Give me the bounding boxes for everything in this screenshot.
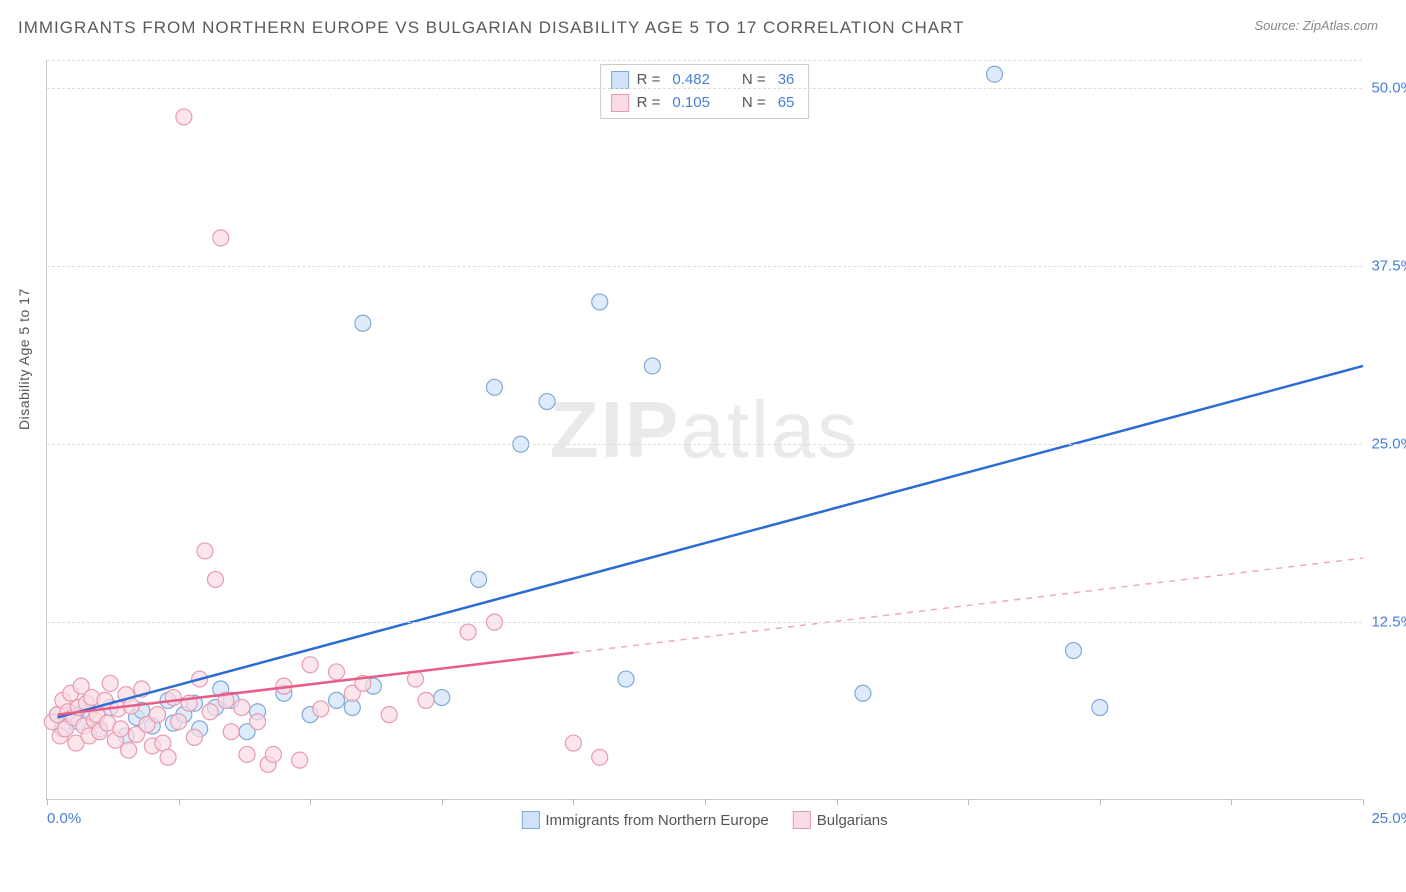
x-tick: [573, 799, 574, 805]
data-point: [855, 685, 871, 701]
chart-title: IMMIGRANTS FROM NORTHERN EUROPE VS BULGA…: [18, 18, 965, 38]
data-point: [592, 294, 608, 310]
data-point: [471, 571, 487, 587]
x-tick: [837, 799, 838, 805]
source-label: Source: ZipAtlas.com: [1254, 18, 1378, 33]
swatch-bulgarian-icon: [793, 811, 811, 829]
data-point: [186, 729, 202, 745]
swatch-bulgarian: [611, 94, 629, 112]
legend-item-northern: Immigrants from Northern Europe: [521, 811, 768, 829]
data-point: [355, 315, 371, 331]
swatch-northern-icon: [521, 811, 539, 829]
data-point: [539, 394, 555, 410]
data-point: [150, 707, 166, 723]
swatch-northern: [611, 71, 629, 89]
data-point: [592, 749, 608, 765]
data-point: [223, 724, 239, 740]
gridline: [47, 444, 1362, 445]
data-point: [160, 749, 176, 765]
data-point: [644, 358, 660, 374]
gridline: [47, 622, 1362, 623]
y-tick-label: 12.5%: [1371, 614, 1406, 631]
data-point: [171, 714, 187, 730]
n-label: N =: [742, 92, 766, 115]
data-point: [329, 664, 345, 680]
y-tick-label: 37.5%: [1371, 258, 1406, 275]
data-point: [165, 690, 181, 706]
data-point: [155, 735, 171, 751]
data-point: [618, 671, 634, 687]
scatter-plot: [47, 60, 1362, 799]
data-point: [302, 657, 318, 673]
r-value-bulgarian: 0.105: [672, 92, 710, 115]
chart-area: ZIPatlas R = 0.482 N = 36 R = 0.105 N = …: [46, 60, 1362, 800]
data-point: [202, 704, 218, 720]
data-point: [1065, 643, 1081, 659]
legend-series: Immigrants from Northern Europe Bulgaria…: [521, 811, 887, 829]
data-point: [313, 701, 329, 717]
y-axis-title: Disability Age 5 to 17: [16, 288, 32, 430]
r-label: R =: [637, 92, 661, 115]
y-tick-label: 50.0%: [1371, 80, 1406, 97]
y-tick-label: 25.0%: [1371, 436, 1406, 453]
x-tick: [310, 799, 311, 805]
legend-label-bulgarian: Bulgarians: [817, 812, 888, 829]
data-point: [486, 379, 502, 395]
x-tick: [1363, 799, 1364, 805]
legend-correlation: R = 0.482 N = 36 R = 0.105 N = 65: [600, 64, 810, 119]
data-point: [381, 707, 397, 723]
data-point: [176, 109, 192, 125]
data-point: [234, 700, 250, 716]
data-point: [418, 692, 434, 708]
legend-row-bulgarian: R = 0.105 N = 65: [611, 92, 799, 115]
data-point: [121, 742, 137, 758]
legend-item-bulgarian: Bulgarians: [793, 811, 888, 829]
data-point: [292, 752, 308, 768]
data-point: [207, 571, 223, 587]
data-point: [565, 735, 581, 751]
legend-label-northern: Immigrants from Northern Europe: [545, 812, 768, 829]
n-value-bulgarian: 65: [778, 92, 795, 115]
x-axis-max-label: 25.0%: [1371, 810, 1406, 827]
x-tick: [1100, 799, 1101, 805]
data-point: [213, 230, 229, 246]
trend-line: [58, 366, 1363, 718]
x-tick: [1231, 799, 1232, 805]
data-point: [113, 721, 129, 737]
data-point: [434, 690, 450, 706]
gridline: [47, 60, 1362, 61]
data-point: [197, 543, 213, 559]
data-point: [265, 746, 281, 762]
data-point: [460, 624, 476, 640]
data-point: [344, 700, 360, 716]
data-point: [250, 714, 266, 730]
x-tick: [968, 799, 969, 805]
data-point: [102, 675, 118, 691]
x-tick: [705, 799, 706, 805]
data-point: [1092, 700, 1108, 716]
x-tick: [47, 799, 48, 805]
gridline: [47, 88, 1362, 89]
data-point: [239, 746, 255, 762]
data-point: [987, 66, 1003, 82]
gridline: [47, 266, 1362, 267]
trend-line: [573, 558, 1363, 653]
x-tick: [179, 799, 180, 805]
data-point: [329, 692, 345, 708]
x-tick: [442, 799, 443, 805]
x-axis-min-label: 0.0%: [47, 810, 81, 827]
